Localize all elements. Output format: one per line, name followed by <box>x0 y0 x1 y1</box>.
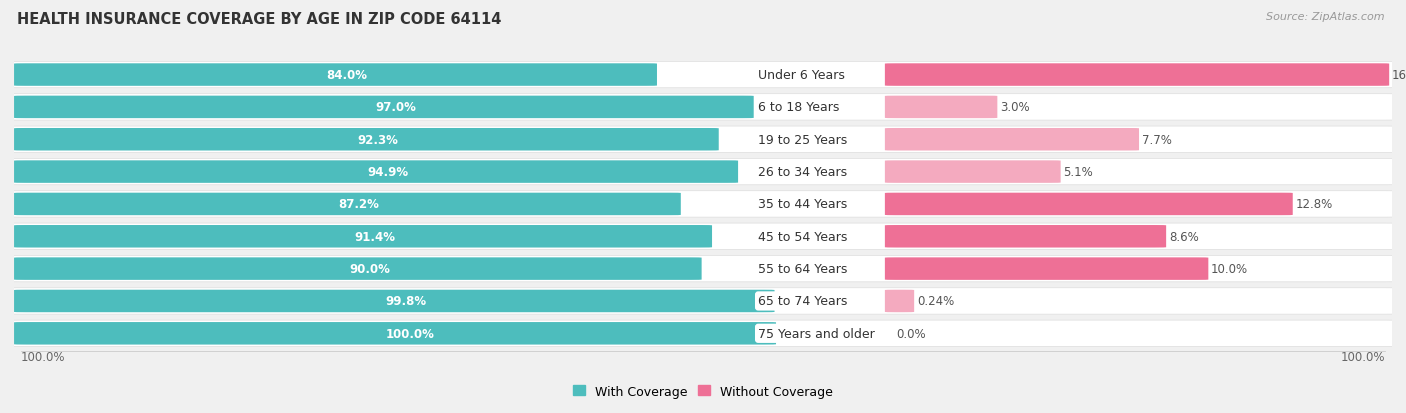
FancyBboxPatch shape <box>10 288 1396 314</box>
Text: 8.6%: 8.6% <box>1168 230 1199 243</box>
FancyBboxPatch shape <box>14 161 738 183</box>
FancyBboxPatch shape <box>14 129 718 151</box>
Text: 3.0%: 3.0% <box>1000 101 1029 114</box>
Text: HEALTH INSURANCE COVERAGE BY AGE IN ZIP CODE 64114: HEALTH INSURANCE COVERAGE BY AGE IN ZIP … <box>17 12 502 27</box>
Text: 19 to 25 Years: 19 to 25 Years <box>758 133 848 146</box>
FancyBboxPatch shape <box>10 127 1396 153</box>
Text: 87.2%: 87.2% <box>339 198 380 211</box>
Text: 0.24%: 0.24% <box>917 295 955 308</box>
Text: 7.7%: 7.7% <box>1142 133 1171 146</box>
FancyBboxPatch shape <box>884 193 1292 216</box>
Text: 10.0%: 10.0% <box>1211 263 1249 275</box>
FancyBboxPatch shape <box>884 225 1166 248</box>
FancyBboxPatch shape <box>884 161 1060 183</box>
Text: 100.0%: 100.0% <box>387 327 434 340</box>
FancyBboxPatch shape <box>14 96 754 119</box>
FancyBboxPatch shape <box>14 64 657 87</box>
Text: 75 Years and older: 75 Years and older <box>758 327 875 340</box>
Text: 55 to 64 Years: 55 to 64 Years <box>758 263 848 275</box>
FancyBboxPatch shape <box>14 322 776 345</box>
Text: 45 to 54 Years: 45 to 54 Years <box>758 230 848 243</box>
Text: 97.0%: 97.0% <box>375 101 416 114</box>
Legend: With Coverage, Without Coverage: With Coverage, Without Coverage <box>568 380 838 403</box>
FancyBboxPatch shape <box>10 320 1396 347</box>
Text: 100.0%: 100.0% <box>21 350 66 363</box>
FancyBboxPatch shape <box>14 193 681 216</box>
FancyBboxPatch shape <box>884 290 914 313</box>
Text: 100.0%: 100.0% <box>1340 350 1385 363</box>
FancyBboxPatch shape <box>884 129 1139 151</box>
FancyBboxPatch shape <box>10 159 1396 185</box>
FancyBboxPatch shape <box>10 62 1396 88</box>
Text: Source: ZipAtlas.com: Source: ZipAtlas.com <box>1267 12 1385 22</box>
Text: 94.9%: 94.9% <box>367 166 408 179</box>
FancyBboxPatch shape <box>10 256 1396 282</box>
FancyBboxPatch shape <box>10 223 1396 250</box>
Text: 84.0%: 84.0% <box>326 69 367 82</box>
FancyBboxPatch shape <box>14 225 711 248</box>
Text: Under 6 Years: Under 6 Years <box>758 69 845 82</box>
Text: 35 to 44 Years: 35 to 44 Years <box>758 198 848 211</box>
FancyBboxPatch shape <box>884 258 1208 280</box>
Text: 92.3%: 92.3% <box>357 133 398 146</box>
Text: 90.0%: 90.0% <box>349 263 389 275</box>
FancyBboxPatch shape <box>10 95 1396 121</box>
FancyBboxPatch shape <box>884 96 997 119</box>
FancyBboxPatch shape <box>10 191 1396 218</box>
FancyBboxPatch shape <box>14 290 775 313</box>
Text: 65 to 74 Years: 65 to 74 Years <box>758 295 848 308</box>
Text: 6 to 18 Years: 6 to 18 Years <box>758 101 839 114</box>
Text: 12.8%: 12.8% <box>1295 198 1333 211</box>
Text: 26 to 34 Years: 26 to 34 Years <box>758 166 848 179</box>
Text: 91.4%: 91.4% <box>354 230 395 243</box>
Text: 99.8%: 99.8% <box>385 295 426 308</box>
FancyBboxPatch shape <box>884 64 1389 87</box>
Text: 16.0%: 16.0% <box>1392 69 1406 82</box>
Text: 0.0%: 0.0% <box>896 327 925 340</box>
Text: 5.1%: 5.1% <box>1063 166 1092 179</box>
FancyBboxPatch shape <box>14 258 702 280</box>
